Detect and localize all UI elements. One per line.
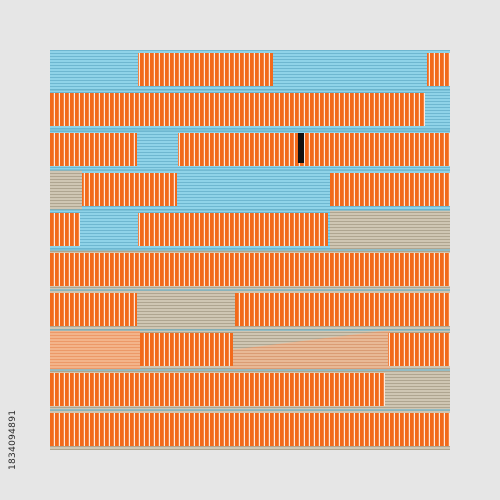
- bar-row1-b: [427, 53, 450, 86]
- bar-row6: [50, 253, 450, 286]
- bar-row4-b: [330, 173, 450, 206]
- bar-row10: [50, 413, 450, 446]
- image-id-label: 1834094891: [8, 409, 18, 470]
- bar-row3-b: [178, 133, 450, 166]
- bar-row9: [50, 373, 385, 406]
- bar-row7-a: [50, 293, 137, 326]
- orange-bars: [50, 53, 450, 446]
- bar-row1-a: [138, 53, 273, 86]
- black-accent-mark: [298, 133, 304, 163]
- bar-row8-b: [388, 333, 450, 366]
- bar-row5-a: [50, 213, 80, 246]
- bar-row4-a: [82, 173, 177, 206]
- band-separators: [50, 89, 450, 411]
- bar-row8-a: [140, 333, 233, 366]
- bar-row5-b: [138, 213, 328, 246]
- bar-row2: [50, 93, 425, 126]
- bar-row3-a: [50, 133, 137, 166]
- bar-row7-b: [235, 293, 450, 326]
